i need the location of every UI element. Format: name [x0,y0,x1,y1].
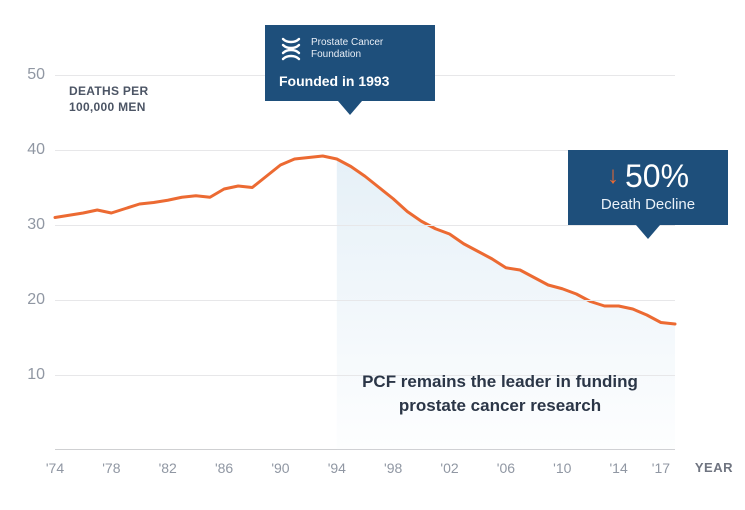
x-tick-label: '82 [159,450,177,476]
x-tick-label: '17 [652,450,670,476]
y-axis-title-line1: DEATHS PER [69,84,148,98]
callout-founded-brand-line2: Foundation [311,49,361,60]
y-tick-label: 50 [27,66,55,84]
x-tick-label: '90 [271,450,289,476]
x-tick-label: '74 [46,450,64,476]
callout-founded-text: Founded in 1993 [279,73,419,89]
gridline [55,300,675,301]
y-axis-title-line2: 100,000 MEN [69,100,146,114]
callout-decline: ↓ 50% Death Decline [568,150,728,225]
x-tick-label: '98 [384,450,402,476]
callout-decline-sub: Death Decline [586,196,710,213]
annotation-line1: PCF remains the leader in funding [362,372,638,391]
x-axis-title: YEAR [695,450,733,475]
x-tick-label: '94 [328,450,346,476]
callout-founded-brand-line1: Prostate Cancer [311,37,383,48]
x-tick-label: '10 [553,450,571,476]
x-tick-label: '86 [215,450,233,476]
callout-founded: Prostate Cancer Foundation Founded in 19… [265,25,435,101]
callout-decline-pct: 50% [625,160,689,192]
y-tick-label: 20 [27,291,55,309]
pcf-logo-icon [279,35,303,63]
x-tick-label: '06 [497,450,515,476]
annotation-text: PCF remains the leader in funding prosta… [335,370,665,418]
annotation-line2: prostate cancer research [399,396,601,415]
y-axis-title: DEATHS PER 100,000 MEN [69,83,148,115]
down-arrow-icon: ↓ [607,164,619,188]
gridline [55,225,675,226]
x-tick-label: '14 [610,450,628,476]
y-tick-label: 40 [27,141,55,159]
x-tick-label: '78 [102,450,120,476]
y-tick-label: 10 [27,366,55,384]
chart-stage: DEATHS PER 100,000 MEN YEAR 10 20 30 40 50 '7… [0,0,745,510]
y-tick-label: 30 [27,216,55,234]
x-tick-label: '02 [440,450,458,476]
